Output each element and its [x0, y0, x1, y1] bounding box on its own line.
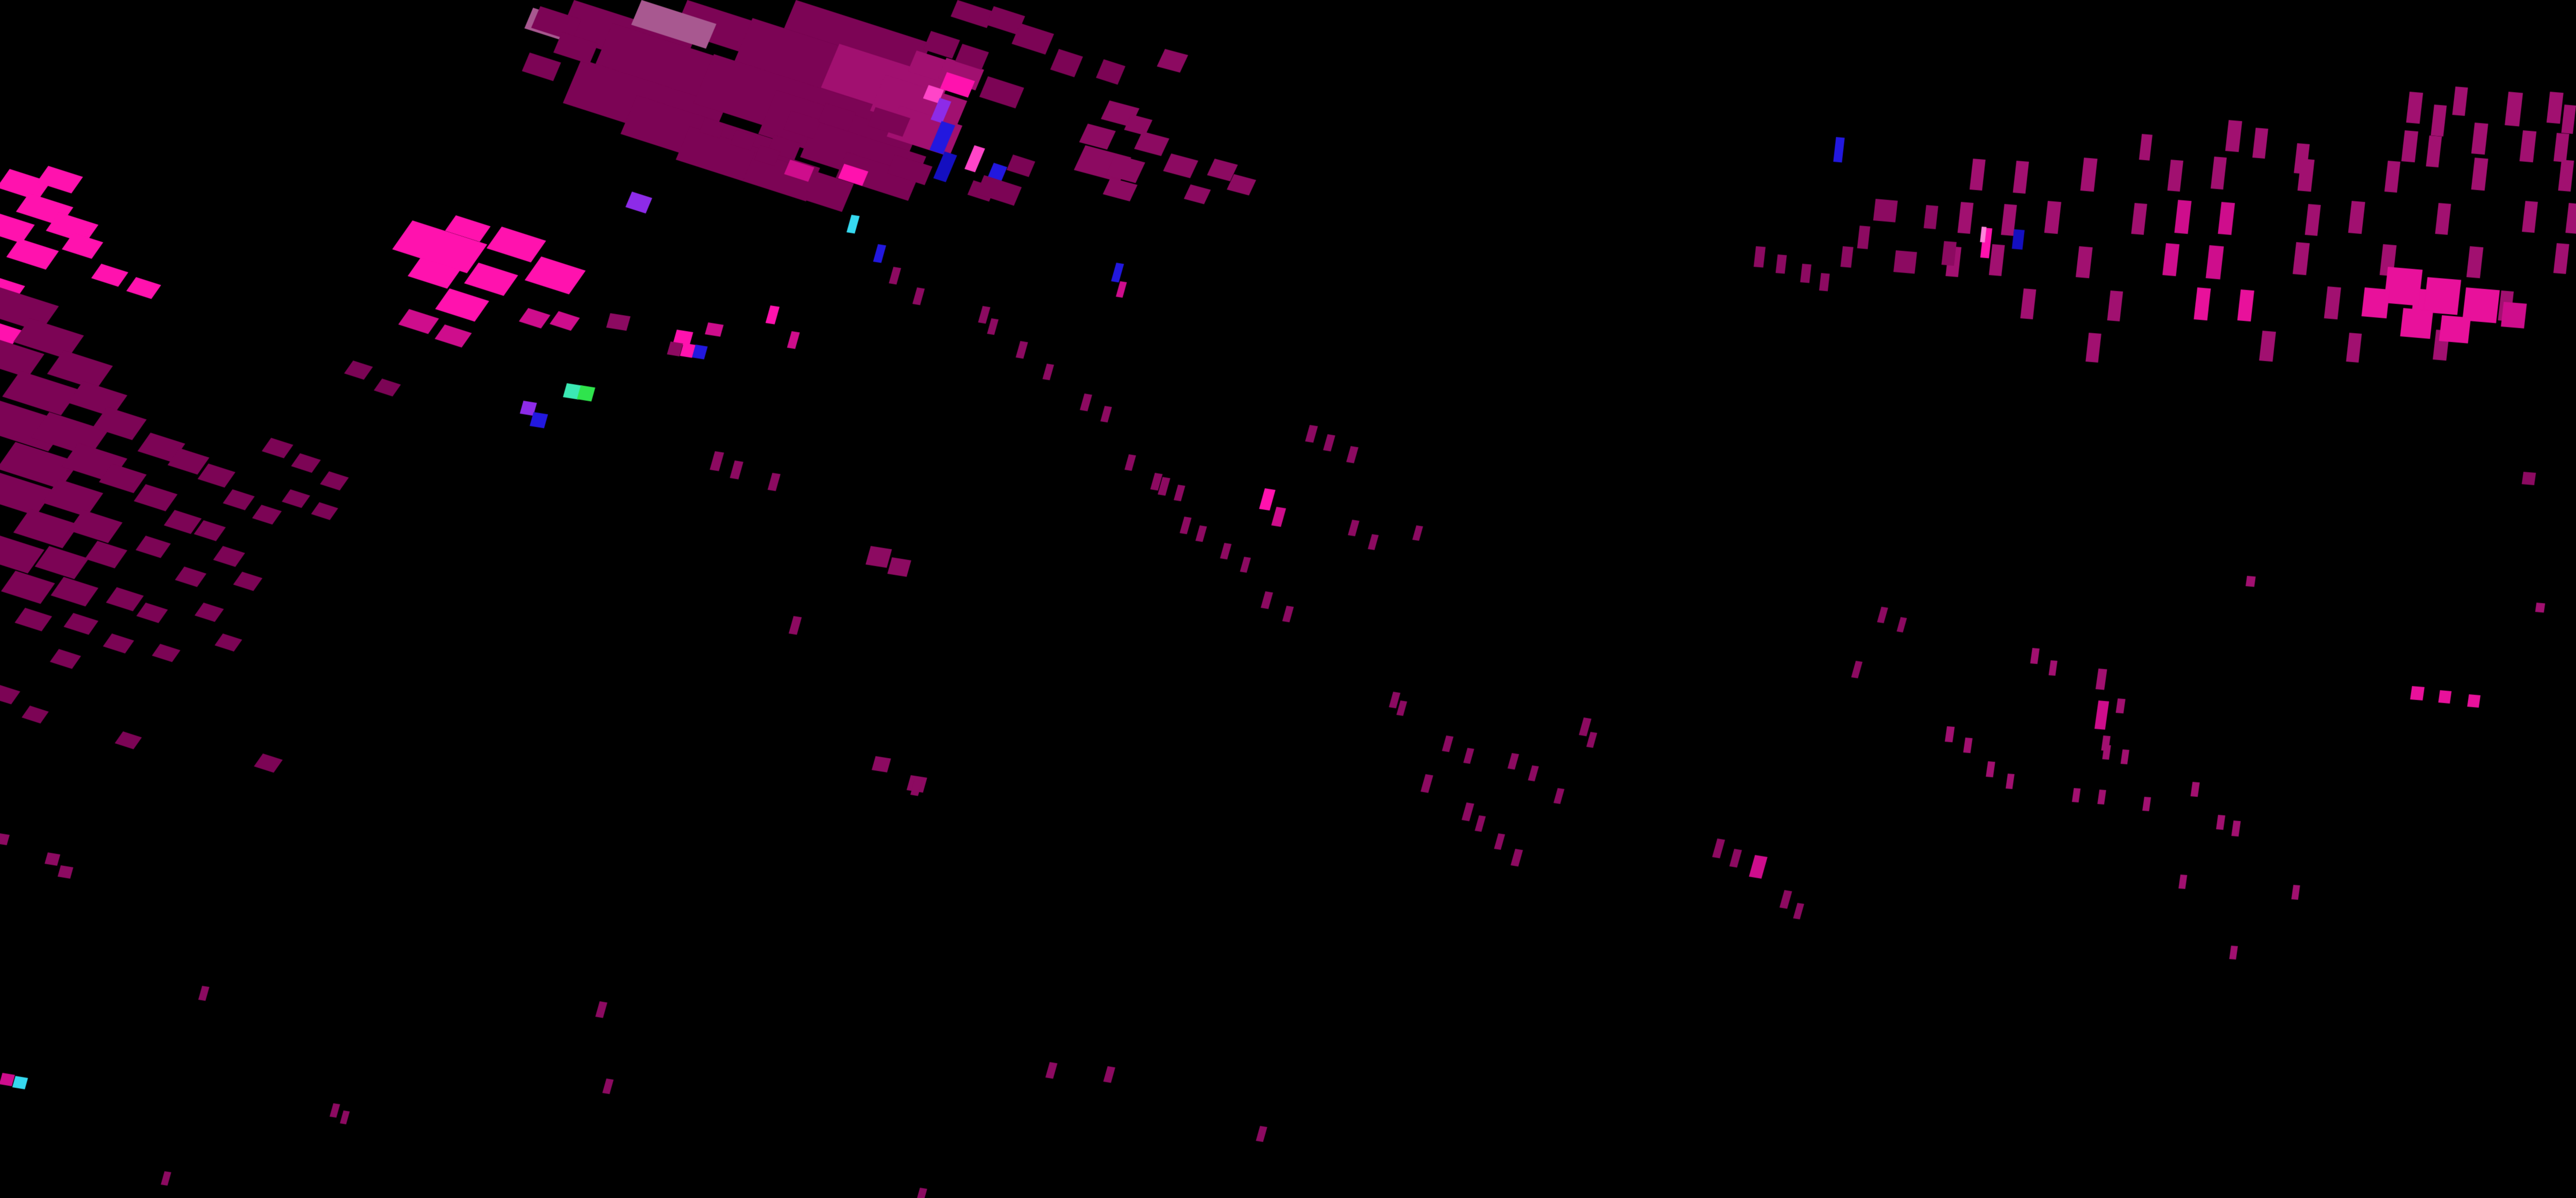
- swath-heatmap-view: [0, 0, 2576, 1198]
- raster-canvas: [0, 0, 2576, 1198]
